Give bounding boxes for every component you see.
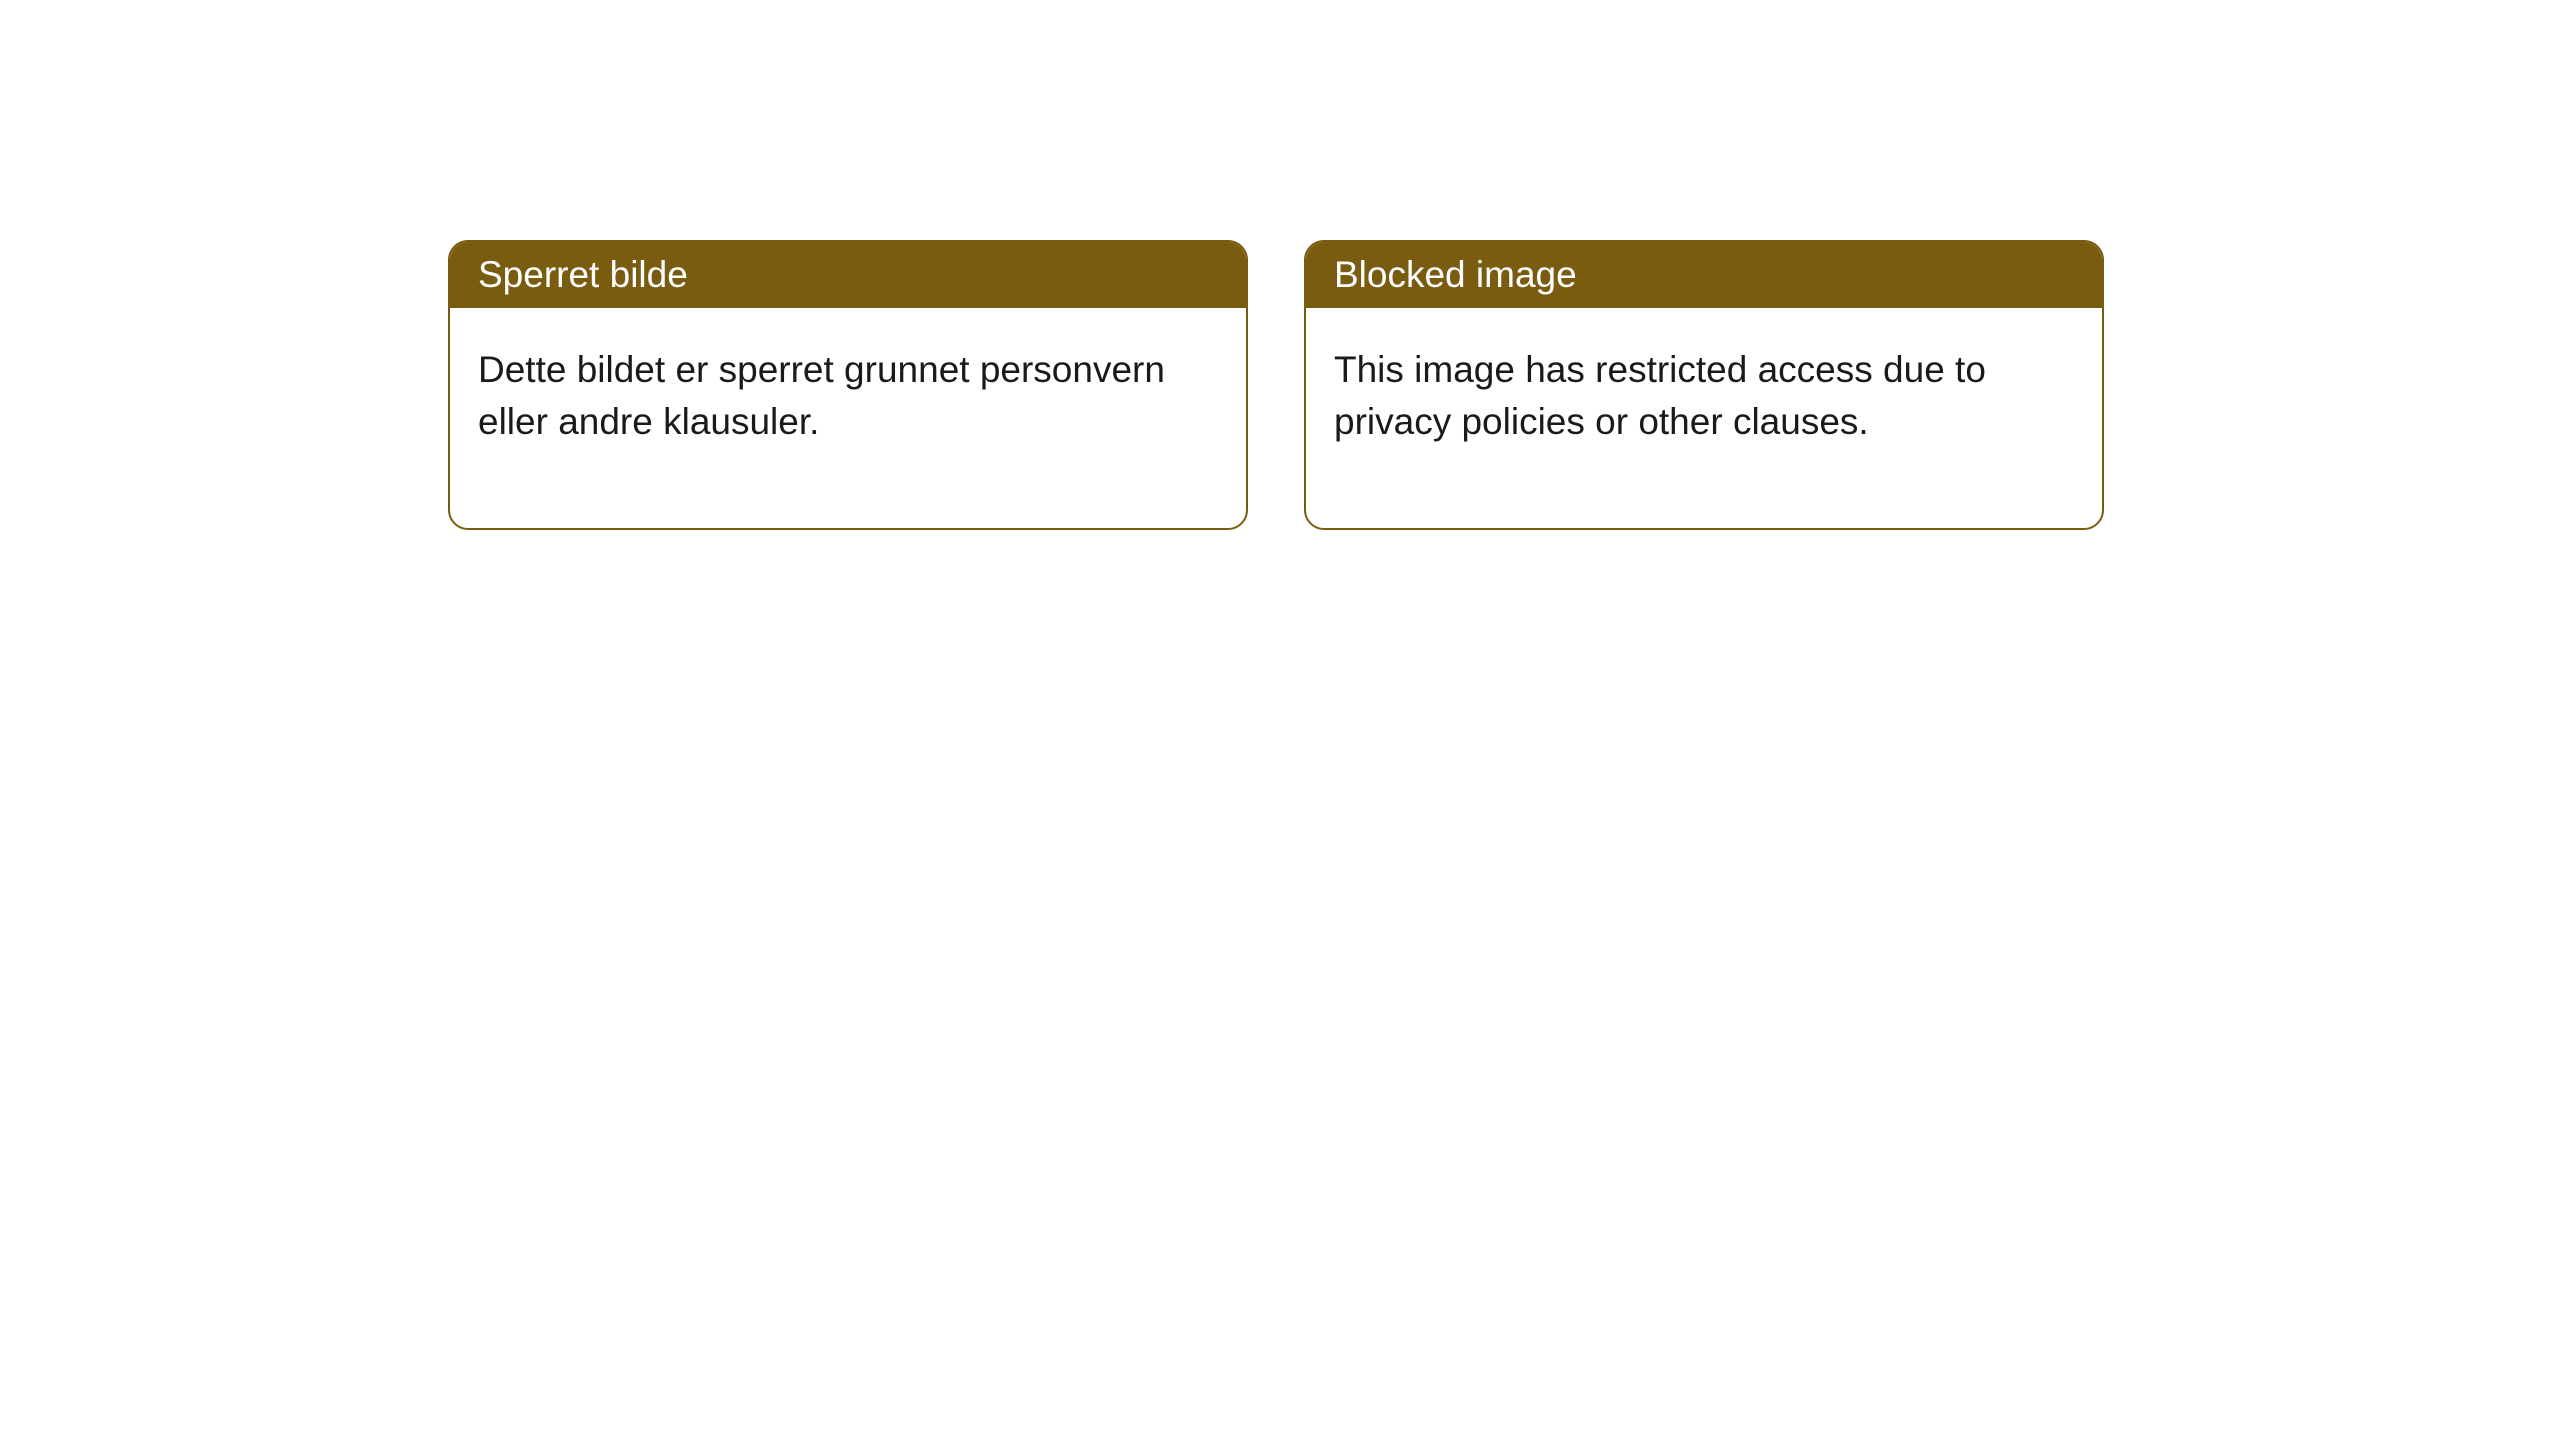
notice-card-body: This image has restricted access due to … [1306, 308, 2102, 528]
notice-card-body: Dette bildet er sperret grunnet personve… [450, 308, 1246, 528]
notice-card-body-text: Dette bildet er sperret grunnet personve… [478, 349, 1165, 442]
notice-card-header: Blocked image [1306, 242, 2102, 308]
notice-card-body-text: This image has restricted access due to … [1334, 349, 1986, 442]
notice-card-title: Sperret bilde [478, 254, 688, 295]
notice-card-english: Blocked image This image has restricted … [1304, 240, 2104, 530]
notice-card-title: Blocked image [1334, 254, 1577, 295]
notice-card-norwegian: Sperret bilde Dette bildet er sperret gr… [448, 240, 1248, 530]
notice-card-header: Sperret bilde [450, 242, 1246, 308]
notice-cards-container: Sperret bilde Dette bildet er sperret gr… [448, 240, 2104, 530]
